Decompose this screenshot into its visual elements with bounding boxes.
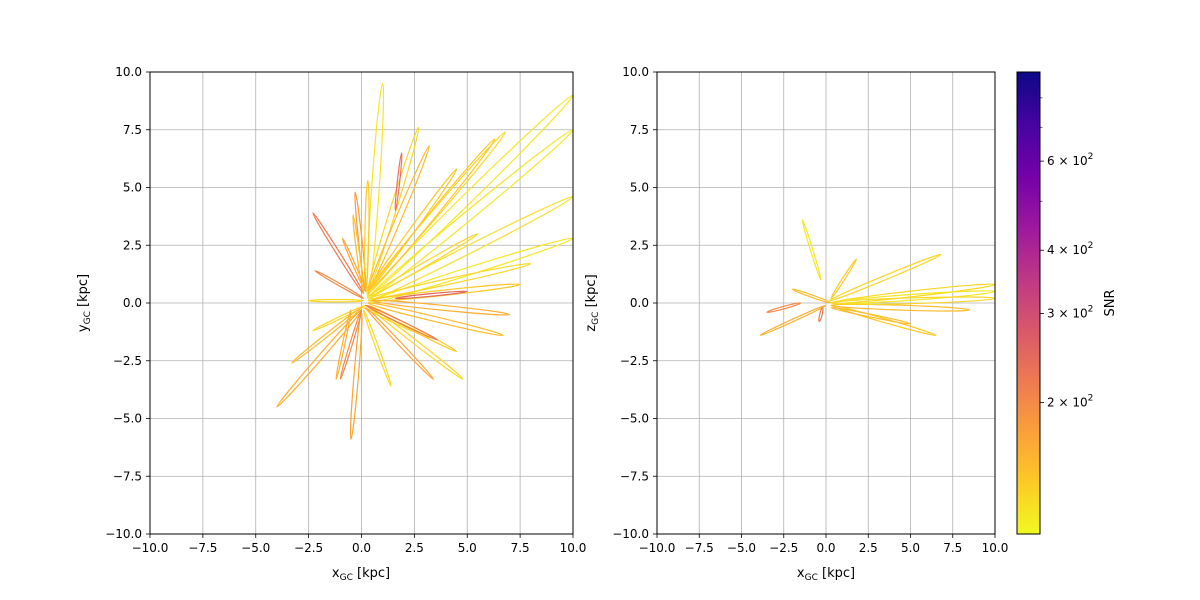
left-orbit-35 [365, 304, 439, 341]
left-orbit-9 [394, 152, 403, 212]
left-orbit-30 [365, 307, 435, 380]
left-xtick-label: 10.0 [560, 541, 587, 555]
left-orbit-24 [339, 309, 363, 380]
right-orbit-8 [830, 303, 971, 312]
right-ytick-label: 10.0 [622, 65, 649, 79]
left-xtick-label: 5.0 [458, 541, 477, 555]
left-xtick-label: 7.5 [511, 541, 530, 555]
left-xlabel: xGC [kpc] [332, 566, 390, 583]
right-ytick-label: 7.5 [630, 123, 649, 137]
right-orbit-3 [830, 258, 858, 299]
colorbar-label: SNR [1103, 289, 1118, 316]
colorbar-frame [1016, 71, 1041, 535]
left-xtick-label: 0.0 [352, 541, 371, 555]
left-ytick-label: 10.0 [115, 65, 142, 79]
left-orbit-15 [341, 237, 367, 293]
left-orbit-16 [352, 214, 365, 295]
right-orbit-2 [759, 304, 827, 336]
right-ytick-label: 2.5 [630, 238, 649, 252]
right-ytick-label: −10.0 [612, 527, 649, 541]
right-xtick-label: 0.0 [816, 541, 835, 555]
left-orbit-31 [371, 299, 511, 316]
left-orbit-29 [367, 302, 504, 337]
right-xtick-label: 7.5 [943, 541, 962, 555]
left-panel-xy: −10.0 −7.5 −5.0 −2.5 0.0 2.5 5.0 7.5 10.0 −10.0 −7… [76, 65, 586, 583]
right-xtick-label: 10.0 [982, 541, 1009, 555]
right-xlabel: xGC [kpc] [797, 566, 855, 583]
right-xtick-label: 5.0 [901, 541, 920, 555]
right-xtick-label: −2.5 [769, 541, 798, 555]
left-orbit-17 [369, 233, 479, 297]
left-ytick-label: 0.0 [123, 296, 142, 310]
left-orbit-32 [394, 290, 468, 300]
right-ticks: −10.0 −7.5 −5.0 −2.5 0.0 2.5 5.0 7.5 10.0 −10.0 −7… [612, 65, 1008, 555]
left-ytick-label: −7.5 [113, 469, 142, 483]
colorbar: 2 × 102 3 × 102 4 × 102 6 × 102 SNR [1016, 71, 1118, 535]
left-orbit-18 [369, 262, 532, 300]
right-xtick-label: −5.0 [727, 541, 756, 555]
right-ytick-label: −5.0 [620, 412, 649, 426]
left-orbit-25 [362, 309, 392, 387]
left-orbit-1 [367, 94, 573, 297]
left-orbit-34 [308, 298, 365, 303]
right-ylabel: zGC [kpc] [584, 274, 601, 331]
colorbar-tick-label: 3 × 102 [1047, 304, 1093, 320]
left-ytick-label: −5.0 [113, 412, 142, 426]
left-ylabel: yGC [kpc] [76, 274, 93, 332]
left-ticks: −10.0 −7.5 −5.0 −2.5 0.0 2.5 5.0 7.5 10.0 −10.0 −7… [105, 65, 586, 555]
right-orbit-9 [818, 307, 824, 323]
right-xtick-label: −10.0 [639, 541, 676, 555]
left-orbit-14 [314, 270, 365, 300]
left-orbit-21 [291, 306, 363, 364]
left-orbit-28 [367, 304, 464, 380]
left-orbits [276, 82, 573, 440]
left-orbit-33 [335, 309, 352, 380]
left-ytick-label: −2.5 [113, 354, 142, 368]
right-orbit-10 [766, 302, 802, 313]
colorbar-tick-label: 6 × 102 [1047, 152, 1093, 168]
right-ytick-label: −7.5 [620, 469, 649, 483]
right-ytick-label: −2.5 [620, 354, 649, 368]
right-orbit-1 [828, 253, 942, 302]
left-ytick-label: −10.0 [105, 527, 142, 541]
left-orbit-10 [367, 168, 458, 293]
colorbar-tick-label: 2 × 102 [1047, 394, 1093, 410]
left-xtick-label: −10.0 [132, 541, 169, 555]
right-xtick-label: 2.5 [859, 541, 878, 555]
right-ytick-label: 0.0 [630, 296, 649, 310]
right-panel-xz: −10.0 −7.5 −5.0 −2.5 0.0 2.5 5.0 7.5 10.0 −10.0 −7… [584, 65, 1008, 583]
right-orbit-0 [801, 219, 822, 281]
left-xtick-label: −5.0 [241, 541, 270, 555]
left-xtick-label: 2.5 [405, 541, 424, 555]
colorbar-ticks: 2 × 102 3 × 102 4 × 102 6 × 102 [1040, 97, 1093, 410]
left-xtick-label: −2.5 [294, 541, 323, 555]
left-ytick-label: 7.5 [123, 123, 142, 137]
left-xtick-label: −7.5 [188, 541, 217, 555]
right-xtick-label: −7.5 [685, 541, 714, 555]
left-ytick-label: 2.5 [123, 238, 142, 252]
right-orbit-12 [830, 306, 912, 325]
colorbar-tick-label: 4 × 102 [1047, 241, 1093, 257]
right-ytick-label: 5.0 [630, 181, 649, 195]
colorbar-gradient [1017, 72, 1040, 534]
left-ytick-label: 5.0 [123, 181, 142, 195]
left-orbit-6 [367, 138, 496, 295]
